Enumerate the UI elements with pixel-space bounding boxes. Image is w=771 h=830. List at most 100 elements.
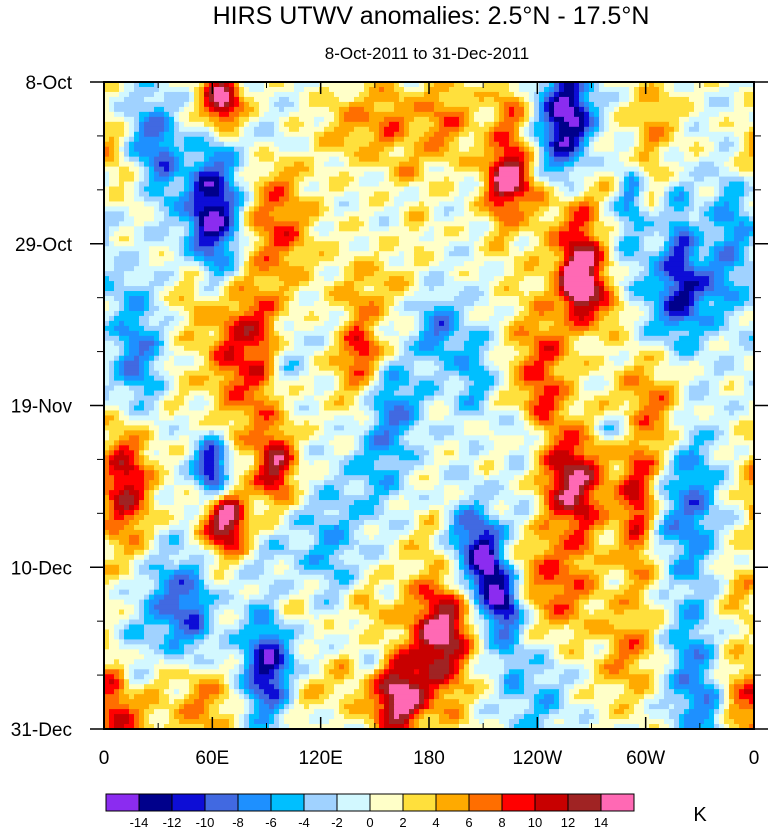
field-cell	[104, 176, 110, 183]
field-cell	[349, 480, 365, 486]
field-cell	[609, 380, 615, 387]
field-cell	[184, 395, 195, 402]
field-cell	[574, 385, 580, 392]
field-cell	[244, 355, 270, 362]
field-cell	[189, 176, 195, 183]
field-cell	[519, 181, 525, 188]
field-cell	[504, 460, 510, 466]
field-cell	[349, 450, 355, 456]
field-cell	[404, 86, 425, 93]
field-cell	[184, 101, 190, 108]
field-cell	[209, 96, 215, 103]
field-cell	[234, 86, 240, 93]
field-cell	[339, 330, 345, 337]
field-cell	[499, 340, 505, 347]
field-cell	[584, 96, 590, 103]
field-cell	[144, 236, 165, 242]
field-cell	[219, 281, 225, 287]
field-cell	[104, 256, 115, 262]
field-cell	[734, 455, 740, 461]
field-cell	[184, 325, 220, 332]
field-cell	[654, 475, 660, 481]
field-cell	[144, 385, 165, 392]
field-cell	[744, 500, 754, 506]
field-cell	[479, 96, 485, 103]
field-cell	[454, 400, 460, 407]
field-cell	[419, 495, 430, 501]
field-cell	[134, 266, 180, 272]
field-cell	[444, 390, 460, 397]
field-cell	[244, 246, 255, 252]
field-cell	[369, 440, 375, 446]
field-cell	[204, 86, 210, 93]
field-cell	[544, 435, 550, 441]
field-cell	[599, 266, 605, 272]
field-cell	[624, 420, 630, 427]
field-cell	[239, 156, 245, 163]
field-cell	[104, 236, 110, 242]
field-cell	[569, 325, 590, 332]
field-cell	[454, 186, 460, 193]
field-cell	[544, 131, 550, 138]
field-cell	[639, 151, 650, 158]
field-cell	[219, 485, 225, 491]
field-cell	[204, 106, 210, 113]
field-cell	[229, 111, 240, 118]
field-cell	[464, 400, 475, 407]
field-cell	[534, 231, 545, 237]
field-cell	[604, 340, 625, 347]
field-cell	[549, 475, 555, 481]
field-cell	[294, 365, 305, 372]
field-cell	[559, 266, 565, 272]
field-cell	[529, 96, 535, 103]
field-cell	[554, 111, 575, 118]
field-cell	[549, 370, 555, 377]
field-cell	[419, 186, 430, 193]
field-cell	[544, 485, 555, 491]
field-cell	[104, 340, 115, 347]
field-cell	[189, 315, 195, 322]
field-cell	[559, 136, 565, 143]
field-cell	[119, 355, 125, 362]
field-cell	[689, 216, 700, 222]
field-cell	[409, 380, 420, 387]
field-cell	[669, 420, 675, 427]
field-cell	[654, 206, 665, 212]
field-cell	[144, 495, 150, 501]
field-cell	[184, 256, 195, 262]
field-cell	[294, 101, 300, 108]
field-cell	[479, 246, 490, 252]
field-cell	[429, 450, 435, 456]
field-cell	[664, 156, 685, 163]
field-cell	[489, 216, 495, 222]
field-cell	[244, 266, 250, 272]
field-cell	[379, 360, 385, 367]
field-cell	[264, 380, 270, 387]
field-cell	[379, 315, 385, 322]
field-cell	[634, 415, 645, 422]
field-cell	[424, 91, 440, 98]
field-cell	[719, 121, 735, 128]
field-cell	[669, 186, 675, 193]
field-cell	[369, 226, 390, 232]
field-cell	[429, 191, 450, 198]
field-cell	[399, 216, 405, 222]
field-cell	[504, 261, 515, 267]
field-cell	[469, 116, 475, 123]
field-cell	[369, 390, 380, 397]
field-cell	[249, 415, 255, 422]
field-cell	[214, 450, 220, 456]
field-cell	[459, 400, 465, 407]
field-cell	[389, 415, 410, 422]
field-cell	[344, 455, 355, 461]
field-cell	[364, 420, 375, 427]
field-cell	[184, 445, 190, 451]
field-cell	[104, 181, 110, 188]
field-cell	[489, 286, 495, 292]
field-cell	[514, 196, 545, 203]
field-cell	[179, 296, 185, 302]
field-cell	[124, 410, 130, 417]
field-cell	[359, 146, 385, 153]
field-cell	[624, 186, 630, 193]
field-cell	[404, 121, 410, 128]
